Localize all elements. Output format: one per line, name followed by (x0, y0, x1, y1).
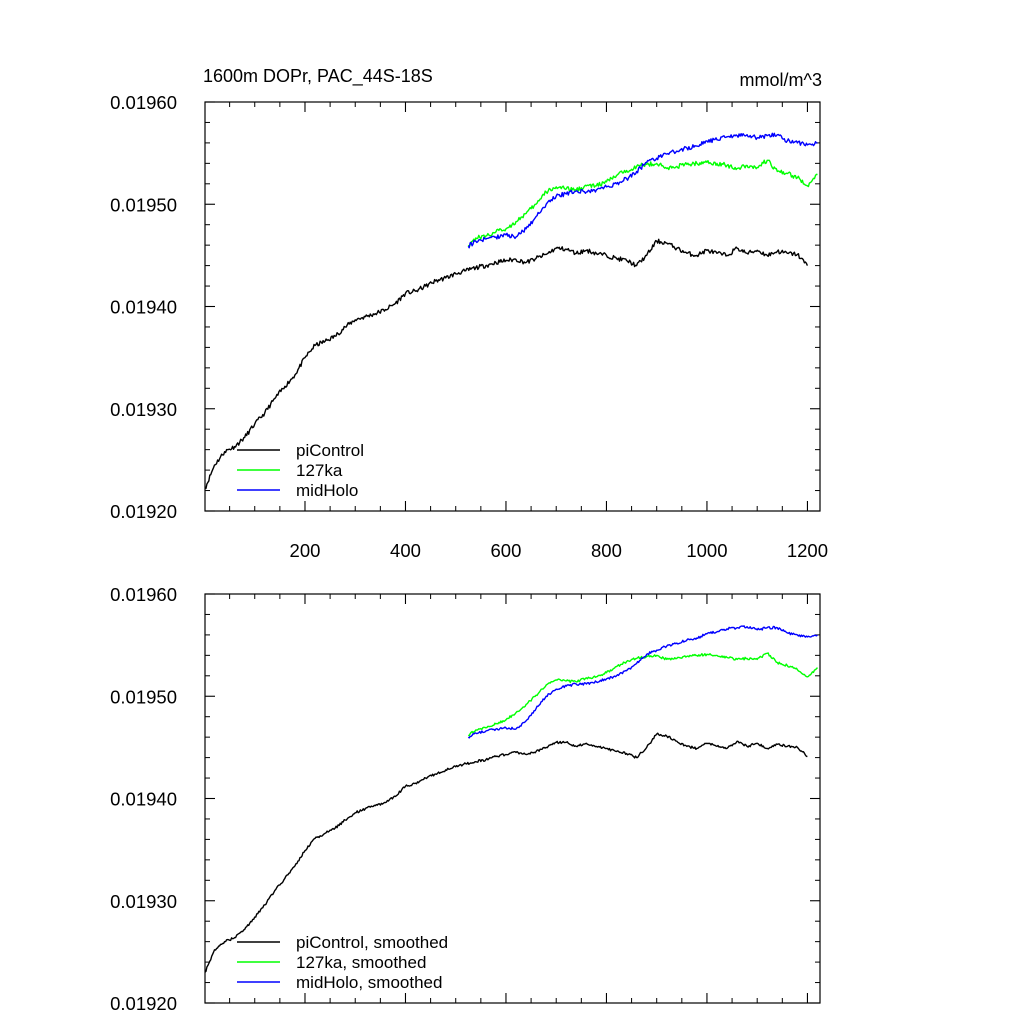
series-line-127ka (467, 652, 818, 737)
series-line-picontrol (205, 238, 809, 490)
y-tick-label: 0.01960 (110, 92, 177, 113)
y-tick-label: 0.01920 (110, 501, 177, 522)
legend-label: piControl, smoothed (296, 933, 448, 952)
y-tick-label: 0.01920 (110, 993, 177, 1014)
legend-label: 127ka (296, 461, 343, 480)
y-tick-label: 0.01930 (110, 399, 177, 420)
x-tick-label: 600 (491, 540, 522, 561)
legend-label: 127ka, smoothed (296, 953, 426, 972)
series-line-picontrol (205, 732, 808, 973)
x-tick-label: 1000 (686, 540, 727, 561)
y-tick-label: 0.01940 (110, 789, 177, 810)
x-tick-label: 400 (390, 540, 421, 561)
x-tick-label: 200 (290, 540, 321, 561)
y-tick-label: 0.01950 (110, 194, 177, 215)
series-line-midholo (467, 625, 818, 739)
y-tick-label: 0.01960 (110, 584, 177, 605)
bottom-panel: 0.01920 0.01930 0.01940 0.01950 0.01960 piCon… (110, 584, 821, 1014)
legend-label: midHolo, smoothed (296, 973, 442, 992)
legend-label: midHolo (296, 481, 358, 500)
x-tick-label: 1200 (787, 540, 828, 561)
legend-label: piControl (296, 441, 364, 460)
top-panel: 200 400 600 800 1000 1200 0.01920 0.01930 0.0194… (110, 92, 828, 561)
chart-title: 1600m DOPr, PAC_44S-18S (203, 66, 433, 87)
y-tick-label: 0.01930 (110, 891, 177, 912)
y-tick-label: 0.01950 (110, 686, 177, 707)
x-tick-label: 800 (591, 540, 622, 561)
y-tick-label: 0.01940 (110, 297, 177, 318)
series-line-midholo (467, 132, 818, 249)
units-label: mmol/m^3 (740, 70, 822, 90)
